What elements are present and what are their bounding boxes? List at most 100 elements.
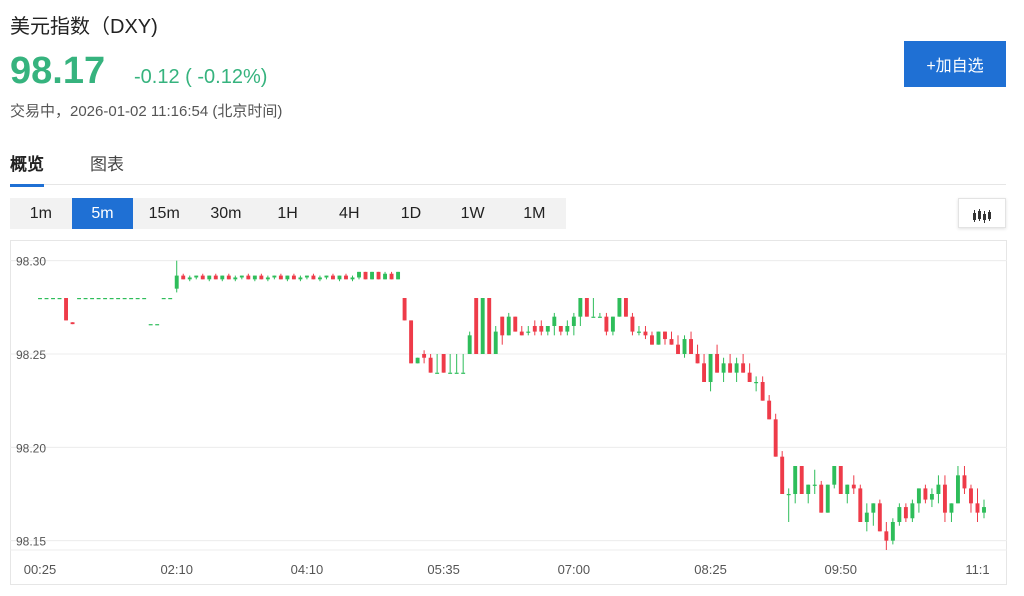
candle-body — [220, 275, 225, 280]
candle-body — [291, 275, 296, 280]
candle-body — [51, 298, 55, 300]
x-tick-label: 09:50 — [824, 562, 857, 577]
candle-body — [591, 316, 596, 318]
candle-body — [337, 275, 342, 280]
candle-body — [956, 475, 960, 504]
candle-body — [122, 298, 127, 300]
candle-body — [676, 344, 680, 354]
candle-body — [44, 298, 49, 300]
candle-body — [584, 298, 589, 317]
candle-body — [851, 484, 856, 489]
candle-body — [448, 372, 453, 374]
candle-body — [604, 316, 609, 332]
candle-body — [454, 372, 459, 374]
candle-body — [493, 331, 498, 354]
candle-body — [780, 456, 785, 494]
candle-body — [890, 522, 895, 541]
candle-body — [552, 316, 557, 326]
candle-body — [278, 275, 283, 280]
candle-body — [656, 331, 661, 345]
candle-body — [155, 324, 160, 326]
candle-body — [207, 275, 212, 280]
candle-body — [129, 298, 134, 300]
candle-body — [64, 298, 68, 321]
candle-body — [357, 271, 361, 278]
candle-body — [317, 277, 322, 280]
period-5m[interactable]: 5m — [71, 198, 134, 229]
candle-body — [793, 466, 798, 494]
period-4h[interactable]: 4H — [339, 205, 360, 222]
tab-overview[interactable]: 概览 — [10, 150, 44, 187]
candle-body — [663, 331, 667, 340]
candle-body — [695, 354, 700, 364]
candle-body — [246, 275, 251, 280]
period-30m[interactable]: 30m — [210, 205, 242, 222]
candle-body — [936, 484, 941, 494]
candle-body — [825, 484, 830, 513]
candle-body — [864, 512, 869, 522]
candle-body — [350, 277, 355, 280]
candle-body — [682, 339, 687, 354]
candle-body — [272, 275, 277, 278]
candle-body — [669, 339, 674, 345]
candle-body — [409, 320, 414, 364]
candle-body — [702, 363, 707, 382]
period-1m[interactable]: 1m — [29, 205, 52, 222]
candle-body — [897, 507, 902, 522]
period-1d[interactable]: 1D — [400, 205, 422, 222]
candle-body — [773, 419, 778, 457]
candle-body — [845, 484, 850, 494]
candle-body — [90, 298, 95, 300]
candle-body — [689, 339, 693, 354]
candle-body — [760, 382, 765, 401]
candle-body — [571, 316, 576, 326]
candle-body — [812, 484, 817, 486]
candle-body — [116, 298, 121, 300]
candle-body — [767, 400, 772, 420]
x-tick-label: 07:00 — [558, 562, 591, 577]
tab-chart[interactable]: 图表 — [90, 155, 124, 174]
candle-body — [259, 275, 264, 280]
candle-body — [441, 354, 446, 373]
candle-body — [370, 271, 374, 280]
add-watchlist-button[interactable]: +加自选 — [904, 41, 1006, 87]
candle-body — [252, 275, 257, 280]
candle-body — [519, 331, 524, 336]
candle-body — [311, 275, 316, 280]
candle-body — [871, 503, 876, 513]
view-tabs: 概览 图表 — [10, 146, 1006, 187]
price-change: -0.12 ( -0.12%) — [134, 66, 268, 88]
candle-body — [539, 326, 544, 332]
candle-body — [480, 298, 485, 354]
price-chart[interactable]: 98.30 98.25 98.20 98.15 00:25 02:10 04:10 05:35… — [10, 240, 1007, 585]
y-tick-label: 98.25 — [16, 348, 46, 362]
period-1mo[interactable]: 1M — [523, 205, 546, 222]
x-tick-label: 05:35 — [427, 562, 460, 577]
chart-type-button[interactable] — [958, 198, 1006, 228]
candle-body — [304, 275, 309, 278]
candle-body — [929, 494, 934, 500]
candle-body — [461, 372, 466, 374]
candle-body — [103, 298, 108, 300]
candle-body — [174, 275, 179, 289]
candle-body — [57, 298, 62, 300]
period-15m[interactable]: 15m — [148, 205, 180, 222]
candle-body — [233, 277, 238, 280]
candle-body — [832, 466, 837, 485]
period-1w[interactable]: 1W — [460, 205, 485, 222]
candle-body — [741, 363, 746, 373]
x-tick-label: 00:25 — [24, 562, 57, 577]
candle-body — [142, 298, 147, 300]
candle-body — [383, 273, 388, 280]
period-1h[interactable]: 1H — [277, 205, 298, 222]
candlestick-chart: 98.30 98.25 98.20 98.15 00:25 02:10 04:10 05:35… — [10, 240, 1007, 585]
candle-body — [942, 484, 947, 513]
candle-body — [344, 275, 348, 280]
candle-body — [331, 275, 335, 280]
candle-body — [428, 357, 433, 373]
candle-body — [168, 298, 173, 300]
y-tick-label: 98.20 — [16, 441, 46, 455]
candle-body — [838, 466, 843, 494]
candle-body — [754, 382, 759, 384]
candle-body — [324, 275, 329, 278]
